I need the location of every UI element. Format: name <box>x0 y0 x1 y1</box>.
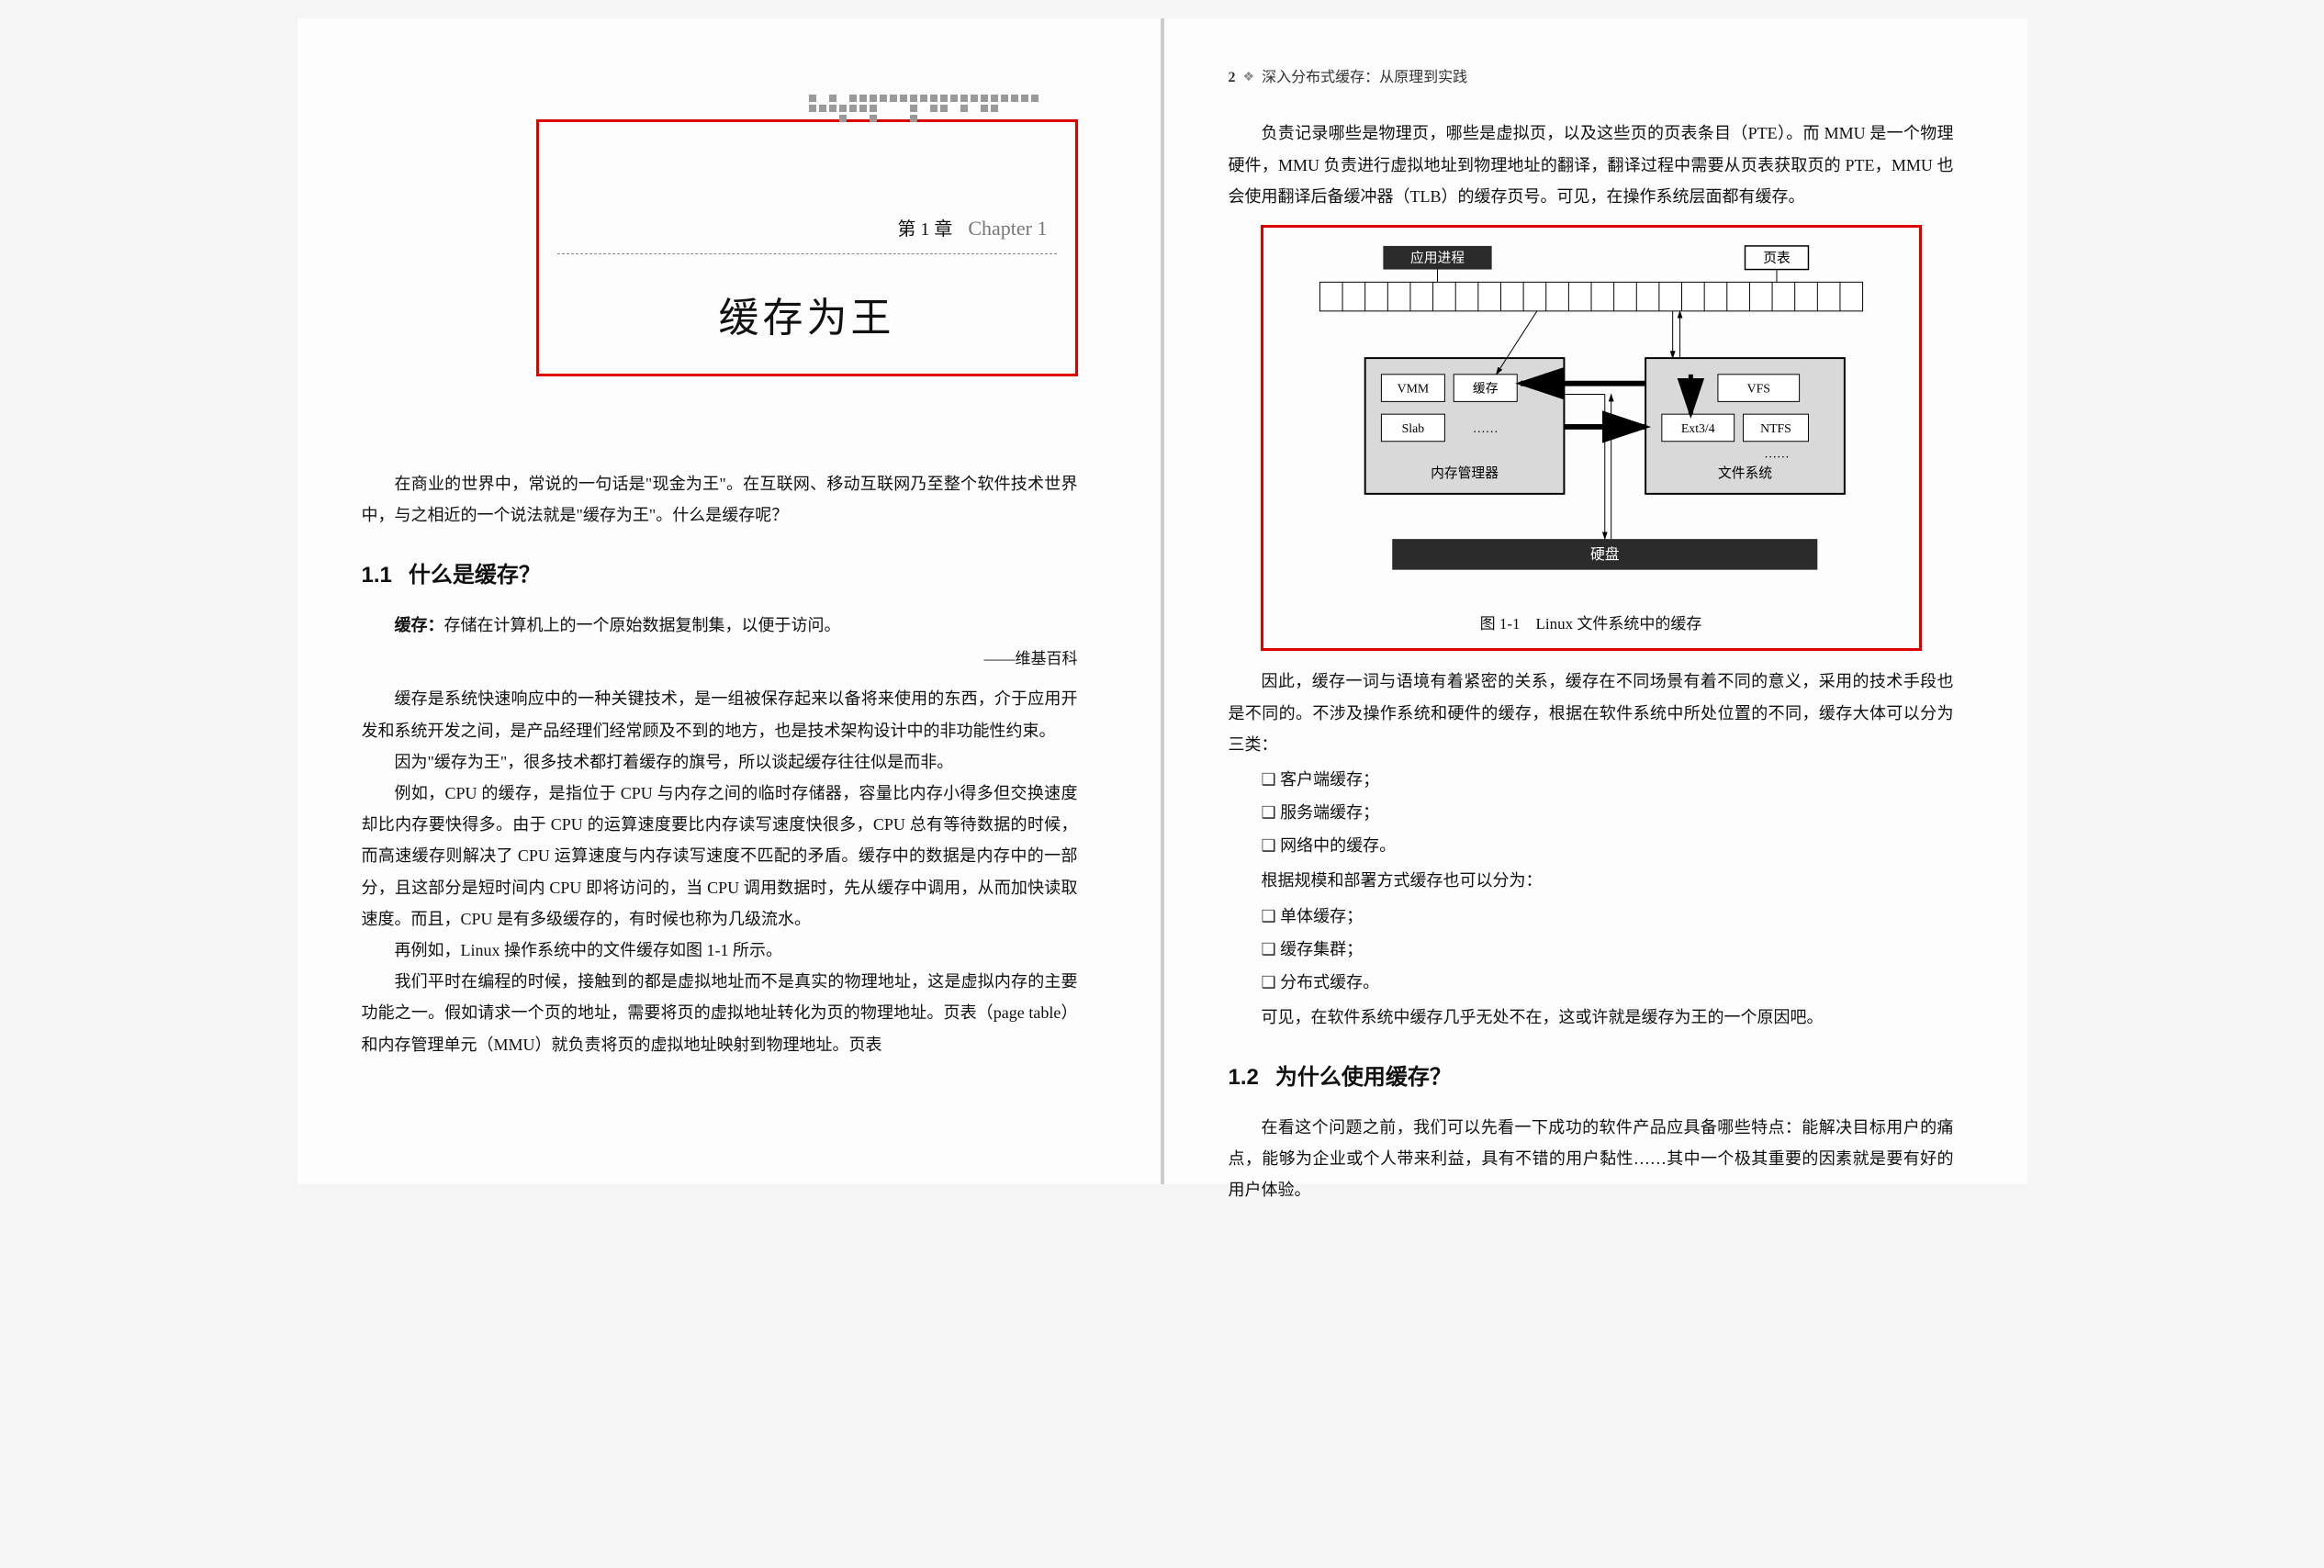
label-page-table: 页表 <box>1763 251 1791 266</box>
list-by-scale: 单体缓存； 缓存集群； 分布式缓存。 <box>1262 901 1954 999</box>
label-cache: 缓存 <box>1472 381 1498 395</box>
section-1-2-num: 1.2 <box>1229 1065 1259 1090</box>
right-p4: 可见，在软件系统中缓存几乎无处不在，这或许就是缓存为王的一个原因吧。 <box>1229 1002 1954 1033</box>
book-title: 深入分布式缓存：从原理到实践 <box>1262 64 1467 92</box>
left-p3: 例如，CPU 的缓存，是指位于 CPU 与内存之间的临时存储器，容量比内存小得多… <box>362 778 1078 935</box>
label-dots-left: …… <box>1472 421 1498 435</box>
chapter-header-box: 第 1 章 Chapter 1 缓存为王 <box>536 119 1078 376</box>
page-header: 2 ❖ 深入分布式缓存：从原理到实践 <box>1229 64 1954 92</box>
list-item: 缓存集群； <box>1262 934 1954 965</box>
label-dots-right: …… <box>1764 446 1790 460</box>
right-p3: 根据规模和部署方式缓存也可以分为： <box>1229 865 1954 896</box>
decorative-dots <box>809 95 1048 122</box>
label-ext: Ext3/4 <box>1680 421 1714 435</box>
section-1-2-title: 为什么使用缓存？ <box>1275 1065 1452 1090</box>
definition-block: 缓存：存储在计算机上的一个原始数据复制集，以便于访问。 ——维基百科 <box>362 610 1078 674</box>
chapter-number-en: Chapter 1 <box>968 217 1047 240</box>
figure-svg: 应用进程 页表 <box>1284 241 1899 602</box>
figure-1-1: 应用进程 页表 <box>1261 225 1922 651</box>
list-by-position: 客户端缓存； 服务端缓存； 网络中的缓存。 <box>1262 764 1954 862</box>
label-app-process: 应用进程 <box>1409 250 1464 266</box>
label-slab: Slab <box>1401 421 1424 435</box>
figure-caption: 图 1-1 Linux 文件系统中的缓存 <box>1284 610 1899 639</box>
chapter-title: 缓存为王 <box>557 280 1057 357</box>
label-ntfs: NTFS <box>1760 421 1791 435</box>
label-mem-mgr: 内存管理器 <box>1431 465 1499 481</box>
label-disk: 硬盘 <box>1590 545 1620 563</box>
right-p5: 在看这个问题之前，我们可以先看一下成功的软件产品应具备哪些特点：能解决目标用户的… <box>1229 1112 1954 1206</box>
right-p2: 因此，缓存一词与语境有着紧密的关系，缓存在不同场景有着不同的意义，采用的技术手段… <box>1229 666 1954 760</box>
list-item: 客户端缓存； <box>1262 764 1954 795</box>
section-1-1-title: 什么是缓存？ <box>409 563 541 588</box>
book-spread: 第 1 章 Chapter 1 缓存为王 在商业的世界中，常说的一句话是"现金为… <box>298 18 2027 1184</box>
attribution: ——维基百科 <box>362 644 1078 674</box>
definition-line: 缓存：存储在计算机上的一个原始数据复制集，以便于访问。 <box>362 610 1078 641</box>
left-p4: 再例如，Linux 操作系统中的文件缓存如图 1-1 所示。 <box>362 935 1078 966</box>
definition-text: 存储在计算机上的一个原始数据复制集，以便于访问。 <box>444 616 841 634</box>
section-1-2-heading: 1.2 为什么使用缓存？ <box>1229 1057 1954 1099</box>
label-vfs: VFS <box>1746 381 1769 395</box>
section-1-1-heading: 1.1 什么是缓存？ <box>362 554 1078 597</box>
chapter-label-row: 第 1 章 Chapter 1 <box>557 209 1057 254</box>
left-page: 第 1 章 Chapter 1 缓存为王 在商业的世界中，常说的一句话是"现金为… <box>298 18 1161 1184</box>
label-fs: 文件系统 <box>1717 465 1771 481</box>
list-item: 服务端缓存； <box>1262 797 1954 828</box>
list-item: 网络中的缓存。 <box>1262 830 1954 861</box>
definition-label: 缓存： <box>395 616 444 634</box>
section-1-1-num: 1.1 <box>362 563 392 588</box>
list-item: 分布式缓存。 <box>1262 967 1954 998</box>
left-p2: 因为"缓存为王"，很多技术都打着缓存的旗号，所以谈起缓存往往似是而非。 <box>362 746 1078 778</box>
left-p5: 我们平时在编程的时候，接触到的都是虚拟地址而不是真实的物理地址，这是虚拟内存的主… <box>362 966 1078 1060</box>
list-item: 单体缓存； <box>1262 901 1954 932</box>
left-p1: 缓存是系统快速响应中的一种关键技术，是一组被保存起来以备将来使用的东西，介于应用… <box>362 683 1078 745</box>
header-glyph-icon: ❖ <box>1243 66 1255 91</box>
intro-paragraph: 在商业的世界中，常说的一句话是"现金为王"。在互联网、移动互联网乃至整个软件技术… <box>362 468 1078 531</box>
right-page: 2 ❖ 深入分布式缓存：从原理到实践 负责记录哪些是物理页，哪些是虚拟页，以及这… <box>1164 18 2027 1184</box>
label-vmm: VMM <box>1397 381 1428 395</box>
memory-grid <box>1319 282 1862 311</box>
page-number: 2 <box>1229 64 1236 92</box>
right-p1: 负责记录哪些是物理页，哪些是虚拟页，以及这些页的页表条目（PTE）。而 MMU … <box>1229 118 1954 212</box>
chapter-number-cn: 第 1 章 <box>897 219 952 240</box>
